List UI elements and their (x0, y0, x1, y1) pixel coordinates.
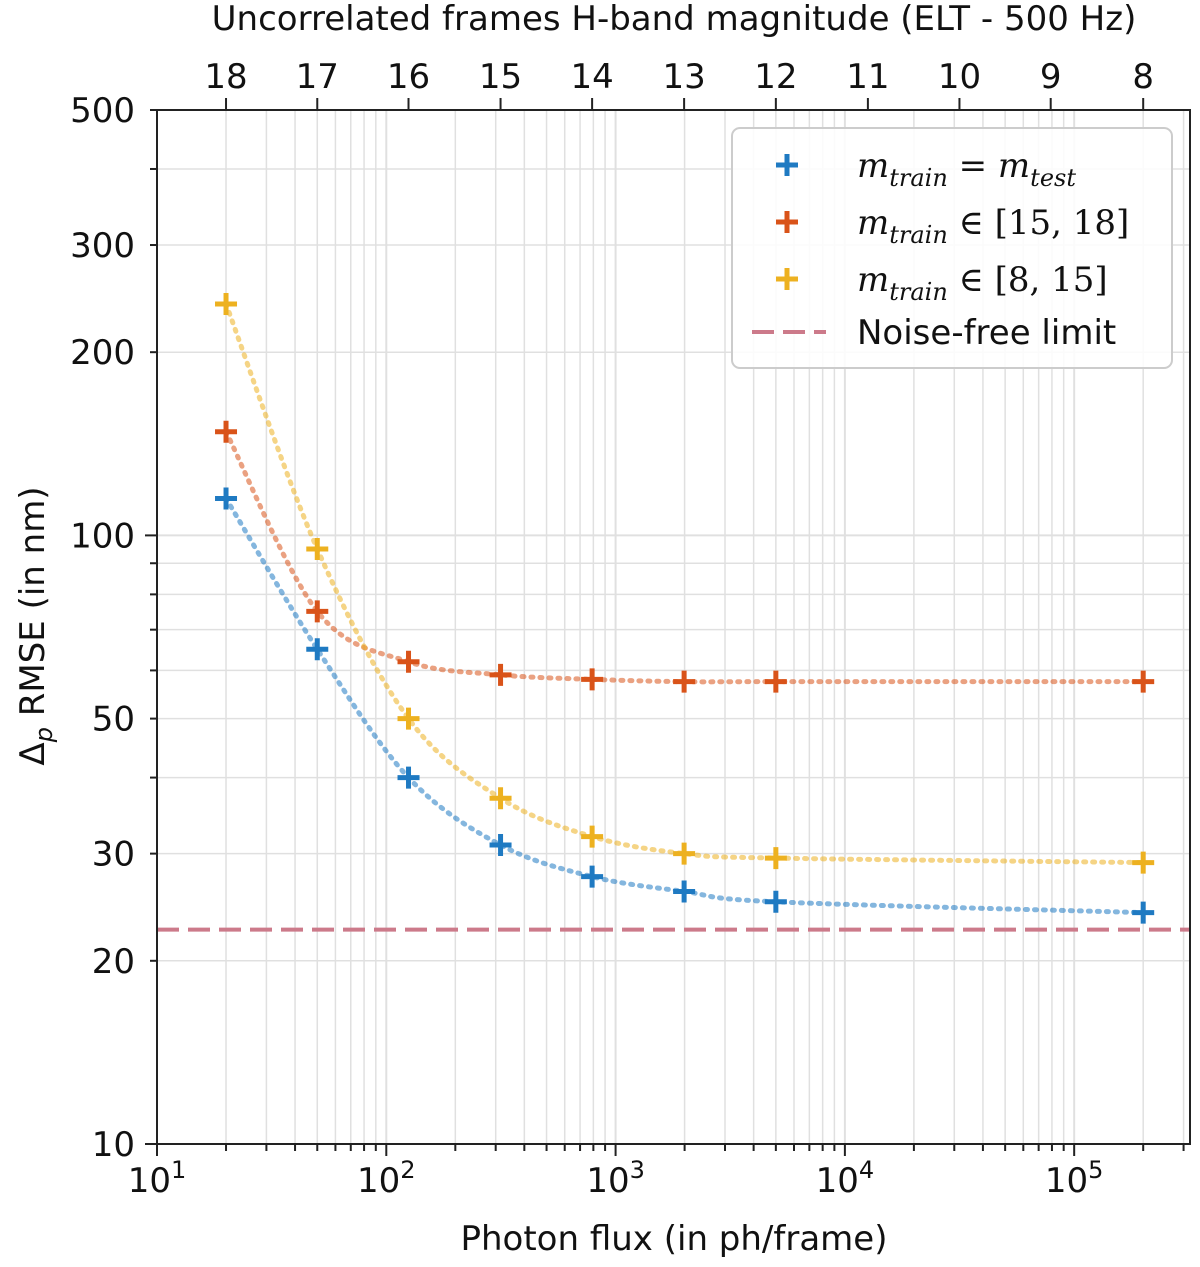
series-2 (215, 292, 1155, 874)
legend-marker (776, 154, 798, 176)
legend-var-subscript: train (889, 164, 948, 192)
series-0-point (764, 890, 787, 913)
y-axis-label-rest: RMSE (in nm) (13, 486, 53, 727)
y-tick-label: 30 (92, 835, 135, 875)
series-1-point (489, 663, 512, 686)
top-axis-tick-label: 11 (846, 57, 889, 97)
top-axis-tick-label: 18 (204, 57, 247, 97)
x-tick-label-base: 10 (357, 1161, 400, 1201)
series-2-point (397, 707, 420, 730)
series-1-point (581, 668, 604, 691)
top-axis-tick-label: 12 (754, 57, 797, 97)
series-2-point (489, 787, 512, 810)
x-tick-label: 101 (128, 1156, 187, 1201)
top-axis-tick-label: 17 (296, 57, 339, 97)
legend-var: m (857, 203, 889, 243)
series-2-point (215, 292, 238, 315)
legend-operator: = (948, 146, 998, 186)
legend-rhs-range: [15, 18] (995, 203, 1130, 243)
y-tick-label: 50 (92, 700, 135, 740)
legend-var: m (857, 146, 889, 186)
y-tick-label: 500 (70, 91, 135, 131)
series-1-point (1132, 670, 1155, 693)
legend-entry-label: mtrain = mtest (857, 146, 1076, 192)
top-axis-tick-label: 9 (1040, 57, 1062, 97)
top-axis-tick-label: 14 (570, 57, 613, 97)
legend-entry-label: mtrain ∈ [8, 15] (857, 260, 1108, 306)
series-layer (215, 292, 1155, 924)
x-tick-label-base: 10 (1045, 1161, 1088, 1201)
y-axis-label-subscript: p (30, 727, 58, 743)
plot-frame (156, 109, 1191, 1145)
series-2-point (1132, 851, 1155, 874)
y-axis-label: Δp RMSE (in nm) (13, 486, 58, 765)
legend-operator: ∈ (948, 203, 995, 243)
x-tick-label: 105 (1045, 1156, 1104, 1201)
x-tick-label: 102 (357, 1156, 416, 1201)
top-axis-title: Uncorrelated frames H-band magnitude (EL… (212, 0, 1137, 39)
x-tick-label: 103 (586, 1156, 645, 1201)
x-tick-label-exponent: 5 (1088, 1156, 1103, 1184)
x-axis-label: Photon flux (in ph/frame) (461, 1219, 888, 1259)
legend-entry-label: mtrain ∈ [15, 18] (857, 203, 1129, 249)
y-tick-label: 200 (70, 333, 135, 373)
series-2-point (764, 847, 787, 870)
grid-layer (156, 109, 1190, 1145)
series-2-point (673, 842, 696, 865)
y-tick-label: 20 (92, 942, 135, 982)
top-axis-tick-label: 8 (1132, 57, 1154, 97)
series-1-point (215, 420, 238, 443)
y-tick-label: 10 (92, 1125, 135, 1165)
x-tick-label-base: 10 (586, 1161, 629, 1201)
series-0-point (581, 865, 604, 888)
top-axis-tick-label: 10 (938, 57, 981, 97)
legend-operator: ∈ (948, 260, 995, 300)
series-0 (215, 487, 1155, 924)
top-axis-tick-label: 16 (387, 57, 430, 97)
series-0-point (215, 487, 238, 510)
series-2-point (581, 825, 604, 848)
legend-entry-label: Noise-free limit (857, 313, 1116, 353)
legend-rhs-subscript: test (1030, 164, 1076, 192)
legend-rhs-var: m (998, 146, 1030, 186)
series-1-point (306, 600, 329, 623)
y-axis-label-symbol: Δ (13, 742, 53, 765)
series-0-point (397, 766, 420, 789)
x-tick-label-exponent: 2 (400, 1156, 415, 1184)
x-tick-label-exponent: 4 (859, 1156, 874, 1184)
x-tick-label-exponent: 3 (630, 1156, 645, 1184)
legend-box (731, 127, 1173, 369)
series-0-point (673, 880, 696, 903)
series-0-point (1132, 901, 1155, 924)
series-1-point (673, 670, 696, 693)
x-tick-label-exponent: 1 (171, 1156, 186, 1184)
top-axis-tick-label: 15 (479, 57, 522, 97)
legend-marker (776, 268, 798, 290)
legend-var: m (857, 260, 889, 300)
legend-rhs-range: [8, 15] (995, 260, 1108, 300)
series-0-point (489, 833, 512, 856)
legend-var-subscript: train (889, 278, 948, 306)
x-tick-label: 104 (816, 1156, 875, 1201)
legend-marker (776, 211, 798, 233)
series-2-point (306, 537, 329, 560)
series-1-point (764, 670, 787, 693)
x-tick-label-base: 10 (128, 1161, 171, 1201)
series-1 (215, 420, 1155, 693)
y-tick-label: 300 (70, 226, 135, 266)
top-axis-tick-label: 13 (662, 57, 705, 97)
y-tick-label: 100 (70, 516, 135, 556)
x-tick-label-base: 10 (816, 1161, 859, 1201)
series-0-point (306, 638, 329, 661)
series-1-point (397, 650, 420, 673)
legend-var-subscript: train (889, 221, 948, 249)
